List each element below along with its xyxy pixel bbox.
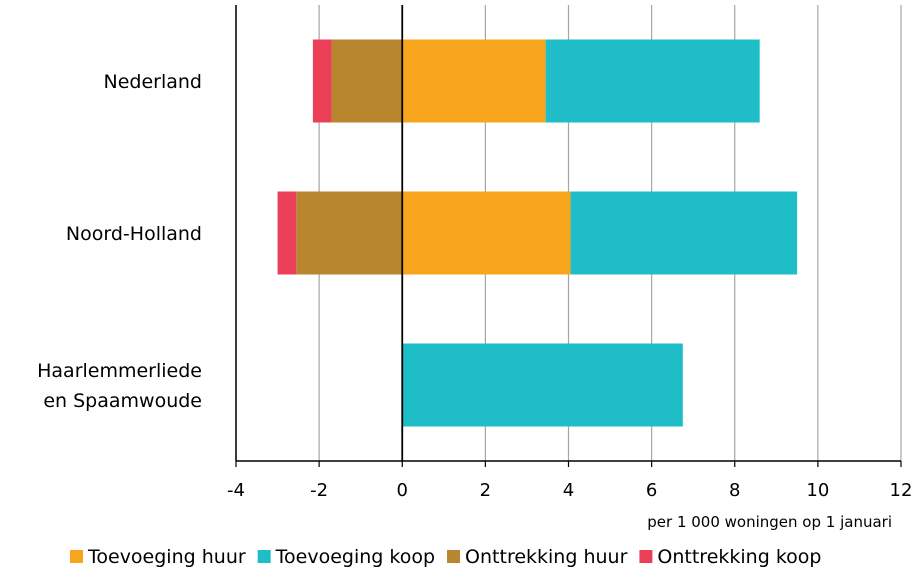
x-tick-label: 0: [397, 480, 408, 501]
legend-label: Toevoeging huur: [87, 546, 246, 568]
axes: [235, 5, 902, 467]
bar: [312, 39, 332, 123]
x-tick-label: 8: [729, 480, 740, 501]
legend-label: Toevoeging koop: [275, 546, 435, 568]
legend-swatch: [447, 550, 461, 563]
x-tick-label: 6: [646, 480, 657, 501]
bar: [402, 343, 683, 427]
x-tick-label: -4: [227, 480, 245, 501]
bar: [402, 191, 571, 275]
bar: [545, 39, 760, 123]
x-axis-label: per 1 000 woningen op 1 januari: [647, 513, 892, 531]
legend-swatch: [639, 550, 653, 563]
bar: [402, 39, 546, 123]
legend-swatch: [70, 550, 83, 563]
legend-label: Onttrekking koop: [657, 546, 821, 568]
tick-labels: -4 -2 0 2 4 6 8 10 12: [227, 480, 912, 501]
legend-label: Onttrekking huur: [465, 546, 628, 568]
bar: [570, 191, 798, 275]
bar: [277, 191, 297, 275]
legend: Toevoeging huur Toevoeging koop Onttrekkin…: [70, 546, 821, 568]
x-tick-label: 4: [563, 480, 574, 501]
category-label: Haarlemmerliede en Spaamwoude: [37, 360, 202, 412]
bars: [277, 39, 798, 427]
legend-swatch: [257, 550, 271, 563]
x-tick-label: 2: [480, 480, 491, 501]
x-tick-label: -2: [310, 480, 328, 501]
x-tick-label: 10: [806, 480, 829, 501]
bar: [331, 39, 403, 123]
category-labels: Nederland Noord-Holland Haarlemmerliede en …: [37, 71, 202, 412]
bar: [296, 191, 403, 275]
category-label: Noord-Holland: [66, 223, 202, 245]
category-label: Nederland: [104, 71, 203, 93]
x-tick-label: 12: [890, 480, 912, 501]
